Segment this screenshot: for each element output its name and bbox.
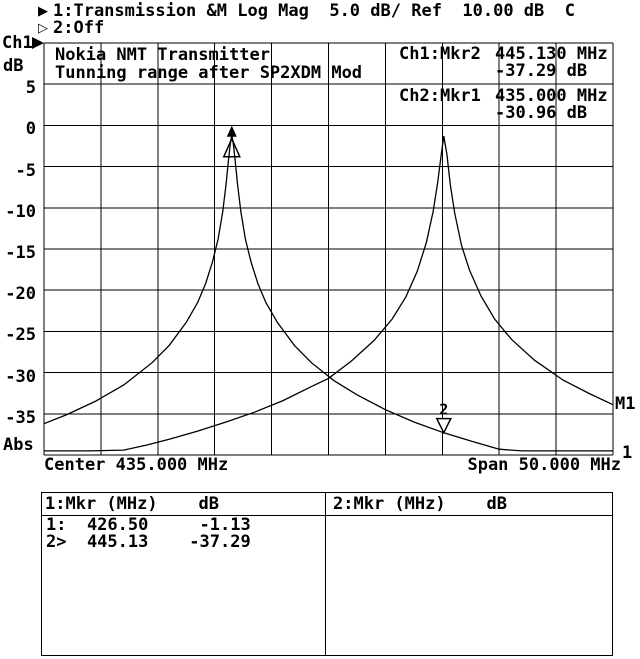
channel-label: Ch1: [2, 33, 33, 53]
graticule: [43, 42, 614, 456]
trace-ch2-transmission: [44, 135, 614, 452]
readout-row1-channel: Ch1:Mkr2: [399, 44, 481, 64]
y-tick--15: -15: [5, 243, 36, 263]
readout-row2-freq: 435.000 MHz: [495, 86, 608, 106]
span-label: Span 50.000 MHz: [467, 455, 621, 475]
active-trace-icon: ▶: [38, 4, 48, 19]
marker-1-symbol: [222, 125, 241, 158]
center-frequency-label: Center 435.000 MHz: [44, 455, 229, 475]
y-tick--10: -10: [5, 201, 36, 222]
inactive-trace-icon: ▷: [38, 21, 48, 36]
readout-row2-level: -30.96 dB: [495, 103, 588, 123]
header-line-1: ▶ 1:Transmission &M Log Mag 5.0 dB/ Ref 1…: [38, 3, 575, 20]
y-tick-0: 0: [25, 119, 36, 140]
y-tick--30: -30: [5, 366, 36, 387]
y-tick--5: -5: [15, 160, 36, 181]
y-axis-bottom-label: Abs: [3, 435, 34, 455]
marker-table-divider: [325, 493, 326, 655]
plot-title-line-2: Tunning range after SP2XDM Mod: [55, 63, 363, 83]
y-tick-5: 5: [25, 78, 36, 99]
trace-ch1-transmission: [43, 134, 613, 452]
marker-2-symbol: 2: [435, 401, 452, 435]
mkr-table-left-rows: 1: 426.50 -1.13 2> 445.13 -37.29: [46, 515, 251, 552]
y-unit-label: dB: [3, 56, 24, 76]
ref-level-pointer-icon: [32, 37, 44, 49]
mkr-table-right-header: 2:Mkr (MHz) dB: [333, 494, 507, 514]
marker-2-number: 2: [439, 401, 448, 419]
header-line-2: ▷ 2:Off: [38, 20, 104, 37]
y-tick--20: -20: [5, 284, 36, 305]
trace2-status-text: 2:Off: [53, 18, 105, 38]
trace1-status-text: 1:Transmission &M Log Mag 5.0 dB/ Ref 10…: [53, 1, 575, 21]
marker-table-header-rule: [42, 515, 612, 516]
marker-table: 1:Mkr (MHz) dB 2:Mkr (MHz) dB 1: 426.50 …: [41, 492, 613, 656]
plot-title-line-1: Nokia NMT Transmitter: [55, 45, 270, 65]
readout-row1-level: -37.29 dB: [495, 61, 588, 81]
mkr-table-left-header: 1:Mkr (MHz) dB: [45, 494, 219, 514]
y-tick--35: -35: [5, 407, 36, 428]
y-tick--25: -25: [5, 325, 36, 346]
corner-marker-number: 1: [622, 443, 633, 463]
m1-trace-label: M1: [615, 394, 636, 414]
readout-row2-channel: Ch2:Mkr1: [399, 86, 481, 106]
readout-row1-freq: 445.130 MHz: [495, 44, 608, 64]
